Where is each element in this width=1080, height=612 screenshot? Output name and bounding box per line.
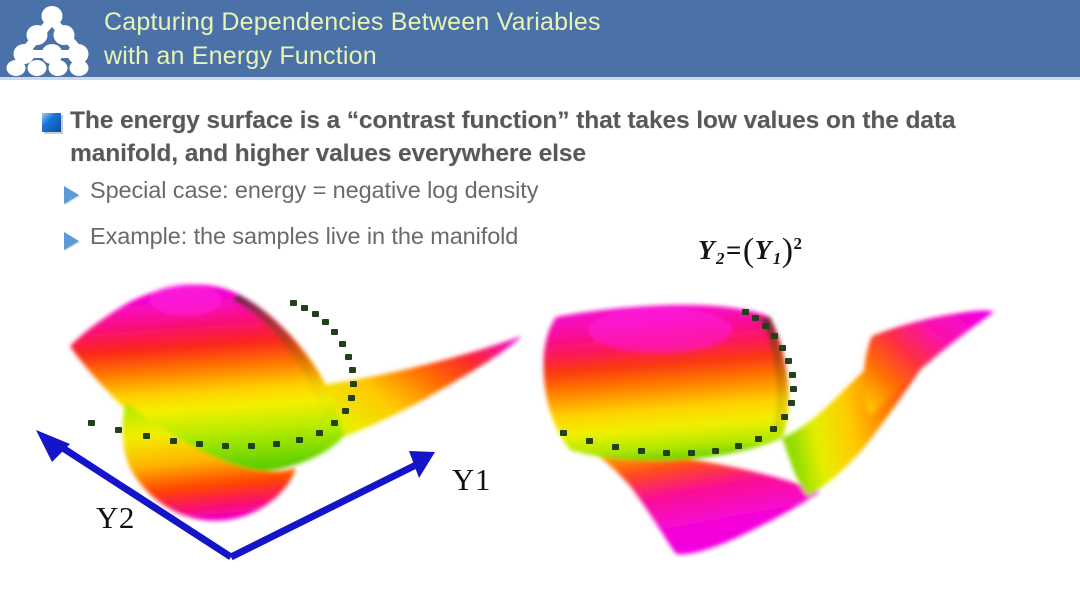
equation-rhs-subscript: 1 bbox=[772, 249, 782, 268]
equation-exponent: 2 bbox=[793, 234, 803, 253]
manifold-equation: Y2=(Y1)2 bbox=[698, 232, 803, 270]
equation-lhs-var: Y bbox=[698, 235, 715, 265]
blue-triangle-icon bbox=[64, 186, 79, 204]
blue-square-icon bbox=[42, 113, 61, 132]
header-underline bbox=[0, 77, 1080, 80]
slide-content: The energy surface is a “contrast functi… bbox=[0, 80, 1080, 607]
equation-lhs-subscript: 2 bbox=[716, 249, 725, 268]
bullet-level2-example: Example: the samples live in the manifol… bbox=[64, 222, 964, 250]
bullet-level1: The energy surface is a “contrast functi… bbox=[42, 104, 1052, 170]
bullet-level2-label: Special case: energy = negative log dens… bbox=[90, 177, 539, 203]
slide-header-bar: Capturing Dependencies Between Variables… bbox=[0, 0, 1080, 77]
equation-equals: = bbox=[726, 235, 742, 265]
bullet-level1-label: The energy surface is a “contrast functi… bbox=[70, 107, 956, 167]
bullet-level2-special-case: Special case: energy = negative log dens… bbox=[64, 176, 964, 204]
equation-close-paren: ) bbox=[781, 232, 794, 269]
bullet-level2-label: Example: the samples live in the manifol… bbox=[90, 223, 519, 249]
pyramid-network-logo bbox=[6, 4, 98, 76]
equation-open-paren: ( bbox=[742, 232, 755, 269]
equation-rhs-var: Y bbox=[754, 235, 772, 265]
slide-title: Capturing Dependencies Between Variables… bbox=[104, 8, 601, 70]
blue-triangle-icon bbox=[64, 232, 79, 250]
